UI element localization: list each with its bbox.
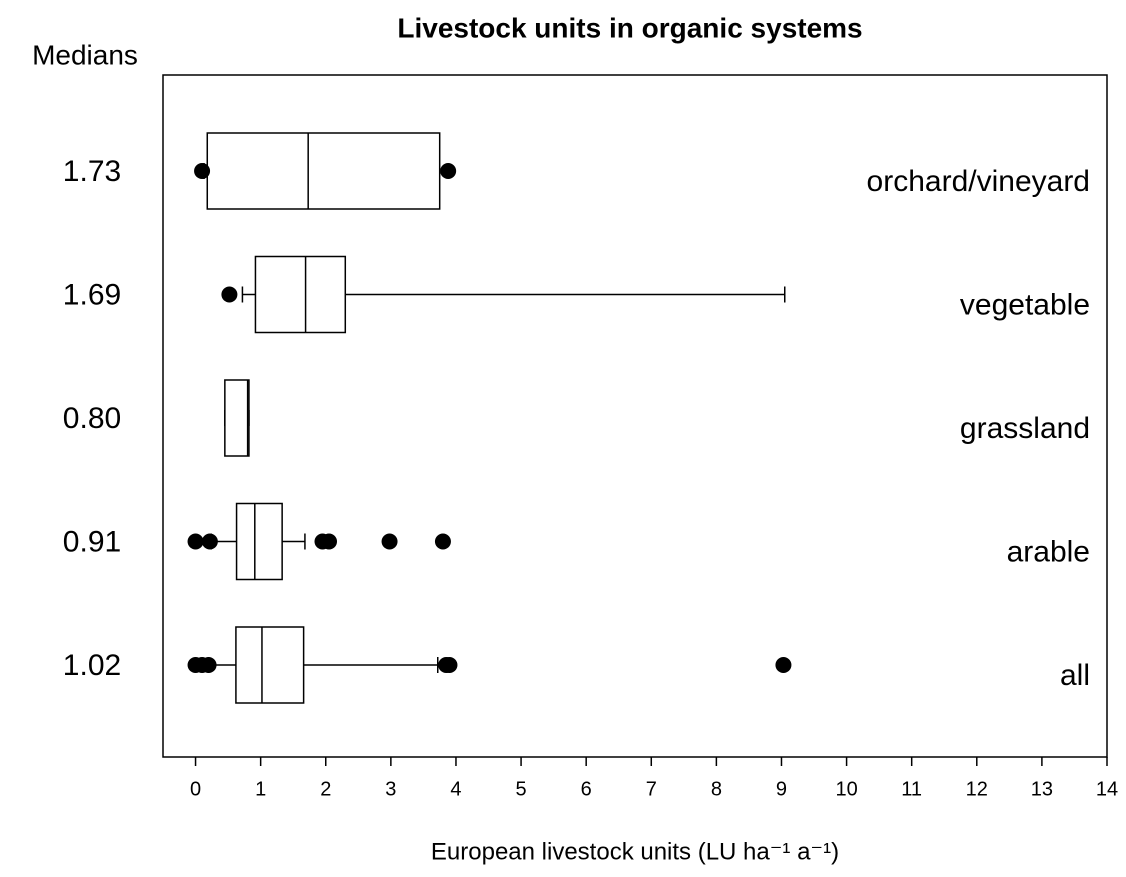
x-tick-label: 8 [711, 778, 722, 800]
median-label: 0.80 [63, 402, 121, 435]
x-tick-label: 14 [1096, 778, 1118, 800]
box [235, 626, 305, 704]
median-label: 0.91 [63, 525, 121, 558]
outlier [221, 286, 238, 303]
x-tick-label: 13 [1031, 778, 1053, 800]
outlier [381, 533, 398, 550]
outlier [201, 533, 218, 550]
x-tick-label: 7 [646, 778, 657, 800]
outlier [321, 533, 338, 550]
outlier [440, 163, 457, 179]
x-tick-label: 2 [320, 778, 331, 800]
x-axis-label: European livestock units (LU ha⁻¹ a⁻¹) [431, 838, 839, 865]
x-tick-label: 4 [450, 778, 461, 800]
median-label: 1.02 [63, 649, 121, 682]
box [206, 132, 441, 210]
outlier [775, 657, 792, 673]
outlier [194, 163, 211, 179]
box [224, 379, 250, 457]
outlier [434, 533, 451, 550]
medians-title: Medians [32, 39, 138, 70]
category-label: orchard/vineyard [867, 165, 1090, 198]
box [254, 255, 347, 334]
median-label: 1.73 [63, 155, 121, 188]
category-label: grassland [960, 412, 1090, 445]
outlier [187, 533, 204, 550]
x-tick-label: 9 [776, 778, 787, 800]
box [235, 502, 283, 581]
x-tick-label: 0 [190, 778, 201, 800]
x-tick-label: 3 [385, 778, 396, 800]
x-tick-label: 10 [835, 778, 857, 800]
x-tick-label: 12 [966, 778, 988, 800]
plot-frame [162, 74, 1108, 758]
category-label: arable [1007, 535, 1090, 568]
outlier [441, 657, 458, 673]
outlier [200, 657, 217, 673]
x-tick-label: 1 [255, 778, 266, 800]
x-tick-label: 6 [581, 778, 592, 800]
x-tick-label: 5 [516, 778, 527, 800]
median-label: 1.69 [63, 278, 121, 311]
chart-title: Livestock units in organic systems [397, 12, 862, 43]
x-tick-label: 11 [901, 778, 922, 800]
category-label: all [1060, 659, 1090, 692]
category-label: vegetable [960, 288, 1090, 321]
